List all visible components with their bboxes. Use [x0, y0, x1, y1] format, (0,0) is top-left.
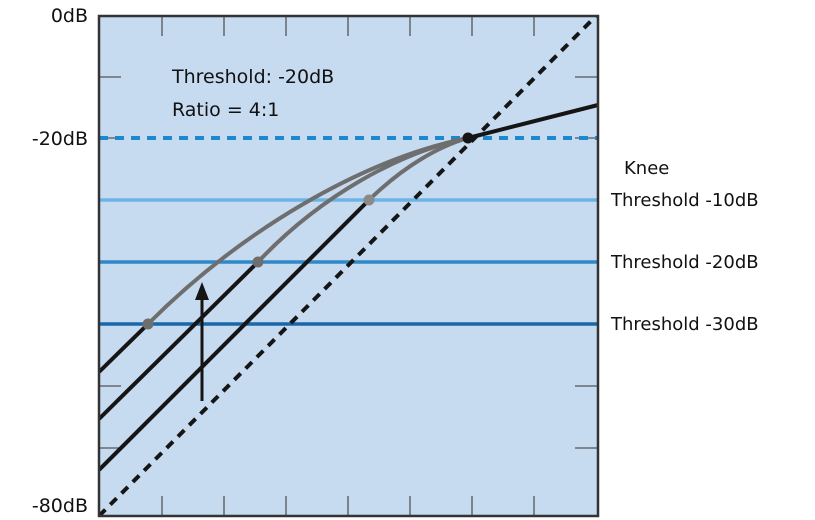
- compressed-output-line: [467, 103, 598, 140]
- axis-label-minus20db: -20dB: [32, 128, 88, 150]
- knee-point-10db: [363, 194, 375, 206]
- knee-label-10db: Threshold -10dB: [610, 190, 759, 211]
- ratio-annotation: Ratio = 4:1: [172, 99, 279, 121]
- threshold-annotation: Threshold: -20dB: [171, 66, 334, 88]
- arrow-up-icon: [195, 282, 209, 300]
- knee-label-20db: Threshold -20dB: [610, 252, 759, 273]
- knee-label-30db: Threshold -30dB: [610, 314, 759, 335]
- top-ticks: [161, 16, 535, 36]
- knee-point-30db: [142, 318, 154, 330]
- curve-segment-30db: [99, 322, 150, 374]
- unity-gain-line: [99, 16, 598, 516]
- curve-segment-10db: [99, 198, 371, 472]
- axis-label-minus80db: -80dB: [32, 495, 88, 517]
- curve-segment-20db: [99, 260, 260, 421]
- bottom-ticks: [161, 496, 535, 516]
- plot-border: [97, 14, 600, 518]
- knee-curve-20db: [256, 136, 469, 264]
- threshold-point: [462, 132, 474, 144]
- axis-label-0db: 0dB: [51, 5, 88, 27]
- knee-title: Knee: [624, 158, 669, 179]
- knee-point-20db: [252, 256, 264, 268]
- knee-curve-10db: [367, 136, 469, 202]
